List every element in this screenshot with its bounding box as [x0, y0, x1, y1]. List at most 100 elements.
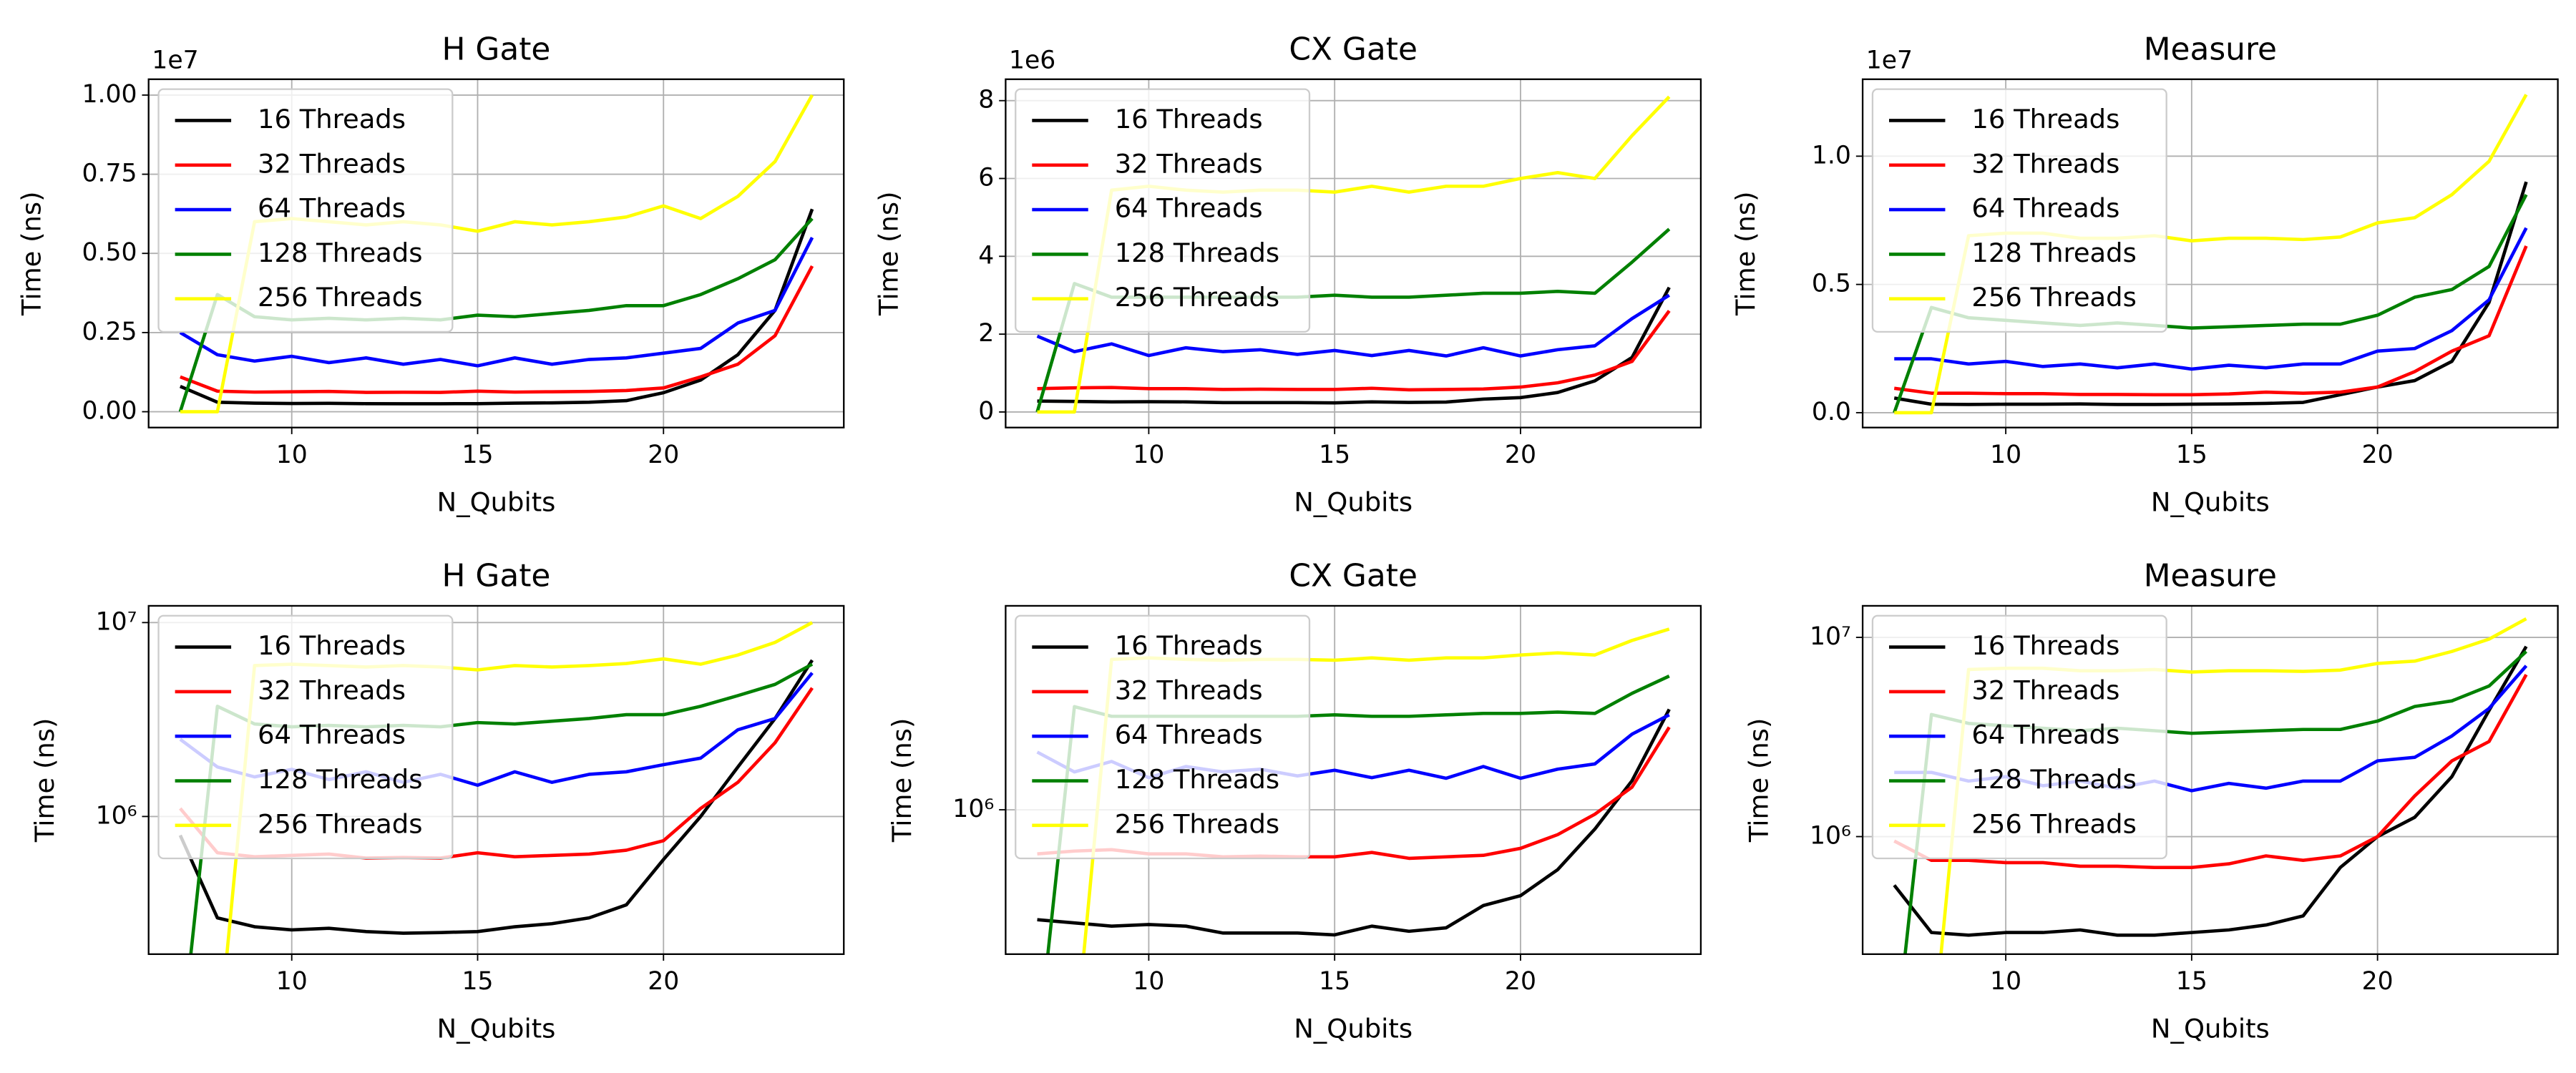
chart-title: Measure [2144, 558, 2277, 594]
subplot: 10 15 20 0.0 0.5 1.0 Measure N_Qubits Time (ns) 1… [1730, 31, 2559, 517]
x-axis-label: N_Qubits [1294, 1014, 1413, 1044]
axes-frame [1861, 604, 2559, 955]
legend-box [157, 88, 454, 333]
legend-label: 32 Threads [1115, 148, 1263, 179]
subplot: 10 15 20 0.00 0.25 0.50 0.75 1.00 H Gate N_Qubits… [16, 31, 845, 517]
legend-label: 256 Threads [1115, 808, 1279, 839]
legend-label: 16 Threads [258, 104, 406, 134]
y-tick-label: 10⁷ [96, 607, 137, 636]
y-tick-label: 6 [978, 164, 994, 192]
y-tick-label: 10⁶ [1810, 822, 1851, 851]
legend-label: 128 Threads [1971, 764, 2136, 795]
y-tick-label: 0.00 [82, 397, 137, 426]
y-axis-label: Time (ns) [16, 191, 47, 315]
legend: 16 Threads 32 Threads 64 Threads 128 Thread… [1015, 88, 1311, 333]
legend-label: 128 Threads [1971, 237, 2136, 268]
series-line [1036, 293, 1670, 358]
legend-label: 16 Threads [1115, 630, 1263, 661]
legend-label: 16 Threads [258, 630, 406, 661]
series-line [1893, 674, 2528, 869]
y-axis-label: Time (ns) [29, 718, 60, 843]
series-line [1037, 310, 1671, 392]
legend: 16 Threads 32 Threads 64 Threads 128 Thread… [1871, 88, 2167, 333]
axes-frame [147, 604, 845, 955]
legend-label: 16 Threads [1971, 104, 2119, 134]
legend-label: 64 Threads [258, 193, 406, 224]
legend-label: 32 Threads [1971, 675, 2119, 705]
legend-label: 256 Threads [258, 282, 422, 313]
offset-text: 1e7 [152, 46, 198, 74]
chart-title: H Gate [442, 31, 551, 68]
chart-title: Measure [2144, 31, 2277, 68]
x-axis-label: N_Qubits [1294, 486, 1413, 517]
y-tick-label: 4 [978, 241, 994, 270]
y-tick-label: 8 [978, 86, 994, 114]
series-line [180, 265, 814, 394]
legend-label: 64 Threads [1971, 193, 2119, 224]
chart-title: CX Gate [1289, 558, 1418, 594]
axes-frame [1861, 78, 2559, 428]
y-tick-label: 0.5 [1812, 270, 1851, 298]
series-line [1037, 286, 1671, 405]
legend-label: 64 Threads [1971, 720, 2119, 750]
legend-box [1015, 88, 1311, 333]
y-tick-label: 1.0 [1812, 141, 1851, 170]
chart-title: H Gate [442, 558, 551, 594]
x-tick-label: 20 [648, 441, 679, 469]
legend-label: 16 Threads [1115, 104, 1263, 134]
x-tick-label: 10 [1133, 967, 1164, 996]
x-tick-label: 20 [1505, 441, 1536, 469]
axes-frame [147, 78, 845, 428]
legend-box [1871, 614, 2167, 860]
legend-label: 64 Threads [1115, 193, 1263, 224]
y-axis-label: Time (ns) [887, 718, 917, 843]
legend: 16 Threads 32 Threads 64 Threads 128 Thread… [157, 88, 454, 333]
y-tick-label: 10⁶ [952, 795, 994, 823]
legend-box [1871, 88, 2167, 333]
legend-label: 128 Threads [258, 764, 422, 795]
legend-label: 32 Threads [1115, 675, 1263, 705]
x-tick-label: 10 [1990, 967, 2021, 996]
legend-label: 256 Threads [1971, 282, 2136, 313]
y-tick-label: 1.00 [82, 80, 137, 109]
series-line [179, 237, 814, 368]
axes-frame [1005, 604, 1702, 955]
y-axis-label: Time (ns) [1744, 718, 1775, 843]
subplot: 10 15 20 0 2 4 6 8 CX Gate N_Qubits Time (ns) 1e6 16… [873, 31, 1702, 517]
legend-label: 32 Threads [1971, 148, 2119, 179]
series-line [1894, 227, 2528, 371]
series-line [1893, 181, 2528, 406]
x-tick-label: 10 [1990, 441, 2021, 469]
legend-label: 128 Threads [1115, 237, 1279, 268]
x-tick-label: 20 [2362, 441, 2394, 469]
series-line [1037, 708, 1671, 937]
legend-label: 32 Threads [258, 675, 406, 705]
y-tick-label: 10⁶ [96, 801, 137, 830]
series-line [1893, 645, 2528, 937]
legend: 16 Threads 32 Threads 64 Threads 128 Thread… [1015, 614, 1311, 860]
legend-label: 256 Threads [1971, 808, 2136, 839]
x-axis-label: N_Qubits [437, 1014, 556, 1044]
x-tick-label: 20 [1505, 967, 1536, 996]
legend-label: 256 Threads [1115, 282, 1279, 313]
x-axis-label: N_Qubits [2151, 486, 2270, 517]
x-tick-label: 20 [2362, 967, 2394, 996]
x-axis-label: N_Qubits [2151, 1014, 2270, 1044]
x-tick-label: 15 [1319, 441, 1350, 469]
y-axis-label: Time (ns) [1730, 191, 1761, 315]
legend-box [1015, 614, 1311, 860]
legend-label: 16 Threads [1971, 630, 2119, 661]
legend-label: 256 Threads [258, 808, 422, 839]
legend: 16 Threads 32 Threads 64 Threads 128 Thread… [157, 614, 454, 860]
subplot: 10 15 20 10⁶ 10⁷ Measure N_Qubits Time (ns) 16 T… [1744, 558, 2559, 1044]
legend-label: 64 Threads [258, 720, 406, 750]
y-tick-label: 0.0 [1812, 398, 1851, 426]
legend-label: 64 Threads [1115, 720, 1263, 750]
x-axis-label: N_Qubits [437, 486, 556, 517]
offset-text: 1e6 [1009, 46, 1055, 74]
legend-label: 128 Threads [258, 237, 422, 268]
x-tick-label: 15 [462, 967, 493, 996]
y-tick-label: 0.50 [82, 238, 137, 267]
